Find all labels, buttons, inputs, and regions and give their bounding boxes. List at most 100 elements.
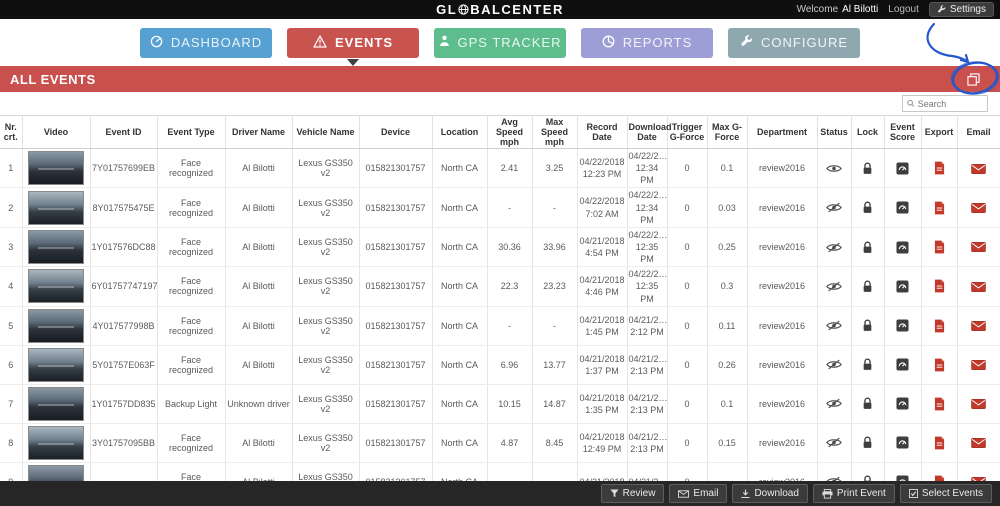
- status-cell[interactable]: [817, 384, 852, 424]
- tab-events[interactable]: EVENTS: [287, 27, 419, 66]
- lock-icon[interactable]: [862, 241, 873, 254]
- export-cell[interactable]: [921, 187, 958, 228]
- lock-cell[interactable]: [851, 266, 885, 307]
- table-row[interactable]: 2 8Y017575475E Face recognized Al Bilott…: [0, 187, 1000, 228]
- select-events-button[interactable]: Select Events: [899, 484, 992, 503]
- eye-slash-icon[interactable]: [826, 202, 842, 213]
- col-export[interactable]: Export: [921, 115, 958, 149]
- lock-cell[interactable]: [851, 384, 885, 424]
- table-row[interactable]: 6 5Y01757E063F Face recognized Al Bilott…: [0, 345, 1000, 385]
- col-department[interactable]: Department: [747, 115, 818, 149]
- eye-slash-icon[interactable]: [826, 242, 842, 253]
- email-cell[interactable]: [957, 148, 1000, 189]
- col-event-score[interactable]: Event Score: [884, 115, 922, 149]
- event-score-icon[interactable]: [896, 162, 909, 175]
- email-cell[interactable]: [957, 423, 1000, 463]
- event-score-cell[interactable]: [884, 384, 922, 424]
- eye-slash-icon[interactable]: [826, 320, 842, 331]
- email-icon[interactable]: [971, 242, 986, 253]
- lock-cell[interactable]: [851, 423, 885, 463]
- col-location[interactable]: Location: [432, 115, 488, 149]
- pdf-export-icon[interactable]: [934, 358, 945, 372]
- event-score-icon[interactable]: [896, 319, 909, 332]
- event-score-icon[interactable]: [896, 280, 909, 293]
- lock-icon[interactable]: [862, 162, 873, 175]
- event-score-cell[interactable]: [884, 227, 922, 268]
- pdf-export-icon[interactable]: [934, 436, 945, 450]
- event-score-icon[interactable]: [896, 436, 909, 449]
- video-cell[interactable]: [22, 148, 91, 189]
- export-cell[interactable]: [921, 148, 958, 189]
- col-status[interactable]: Status: [817, 115, 852, 149]
- email-icon[interactable]: [971, 399, 986, 409]
- video-thumbnail[interactable]: [28, 386, 84, 421]
- export-cell[interactable]: [921, 423, 958, 463]
- pdf-export-icon[interactable]: [934, 397, 945, 411]
- export-cell[interactable]: [921, 227, 958, 268]
- pdf-export-icon[interactable]: [934, 240, 945, 254]
- review-button[interactable]: Review: [600, 484, 665, 503]
- email-cell[interactable]: [957, 187, 1000, 228]
- email-cell[interactable]: [957, 266, 1000, 307]
- eye-icon[interactable]: [826, 163, 842, 174]
- tab-reports[interactable]: REPORTS: [581, 27, 713, 58]
- lock-icon[interactable]: [862, 319, 873, 332]
- lock-icon[interactable]: [862, 358, 873, 371]
- col-trigger-gforce[interactable]: Trigger G-Force: [667, 115, 708, 149]
- search-input[interactable]: [917, 98, 983, 109]
- col-event-type[interactable]: Event Type: [157, 115, 226, 149]
- download-button[interactable]: Download: [732, 484, 808, 503]
- event-score-cell[interactable]: [884, 423, 922, 463]
- lock-icon[interactable]: [862, 280, 873, 293]
- logout-link[interactable]: Logout: [888, 4, 919, 15]
- table-row[interactable]: 3 1Y017576DC88 Face recognized Al Bilott…: [0, 227, 1000, 268]
- export-cell[interactable]: [921, 266, 958, 307]
- status-cell[interactable]: [817, 423, 852, 463]
- col-max-speed[interactable]: Max Speed mph: [532, 115, 578, 149]
- col-max-gforce[interactable]: Max G-Force: [707, 115, 748, 149]
- video-thumbnail[interactable]: [28, 190, 84, 225]
- col-nr[interactable]: Nr. crt.: [0, 115, 23, 149]
- email-cell[interactable]: [957, 345, 1000, 385]
- video-thumbnail[interactable]: [28, 230, 84, 265]
- col-avg-speed[interactable]: Avg Speed mph: [487, 115, 533, 149]
- search-box[interactable]: [902, 95, 988, 112]
- video-cell[interactable]: [22, 423, 91, 463]
- email-icon[interactable]: [971, 163, 986, 174]
- video-thumbnail[interactable]: [28, 425, 84, 460]
- lock-cell[interactable]: [851, 306, 885, 346]
- lock-icon[interactable]: [862, 201, 873, 214]
- eye-slash-icon[interactable]: [826, 398, 842, 409]
- status-cell[interactable]: [817, 345, 852, 385]
- event-score-icon[interactable]: [896, 397, 909, 410]
- col-lock[interactable]: Lock: [851, 115, 885, 149]
- video-cell[interactable]: [22, 227, 91, 268]
- lock-icon[interactable]: [862, 397, 873, 410]
- video-cell[interactable]: [22, 187, 91, 228]
- email-icon[interactable]: [971, 321, 986, 331]
- status-cell[interactable]: [817, 187, 852, 228]
- video-thumbnail[interactable]: [28, 269, 84, 304]
- table-row[interactable]: 7 1Y01757DD835 Backup Light Unknown driv…: [0, 384, 1000, 424]
- event-score-icon[interactable]: [896, 241, 909, 254]
- eye-slash-icon[interactable]: [826, 359, 842, 370]
- pdf-export-icon[interactable]: [934, 201, 945, 215]
- event-score-cell[interactable]: [884, 345, 922, 385]
- event-score-icon[interactable]: [896, 201, 909, 214]
- col-event-id[interactable]: Event ID: [90, 115, 158, 149]
- email-icon[interactable]: [971, 202, 986, 213]
- event-score-cell[interactable]: [884, 148, 922, 189]
- tab-gps-tracker[interactable]: GPS TRACKER: [434, 27, 566, 58]
- tab-configure[interactable]: CONFIGURE: [728, 27, 860, 58]
- export-events-icon[interactable]: [967, 72, 980, 86]
- event-score-cell[interactable]: [884, 266, 922, 307]
- lock-cell[interactable]: [851, 187, 885, 228]
- col-vehicle-name[interactable]: Vehicle Name: [292, 115, 360, 149]
- export-cell[interactable]: [921, 384, 958, 424]
- event-score-icon[interactable]: [896, 358, 909, 371]
- eye-slash-icon[interactable]: [826, 437, 842, 448]
- email-icon[interactable]: [971, 360, 986, 370]
- email-button[interactable]: Email: [669, 484, 728, 503]
- lock-cell[interactable]: [851, 227, 885, 268]
- export-cell[interactable]: [921, 345, 958, 385]
